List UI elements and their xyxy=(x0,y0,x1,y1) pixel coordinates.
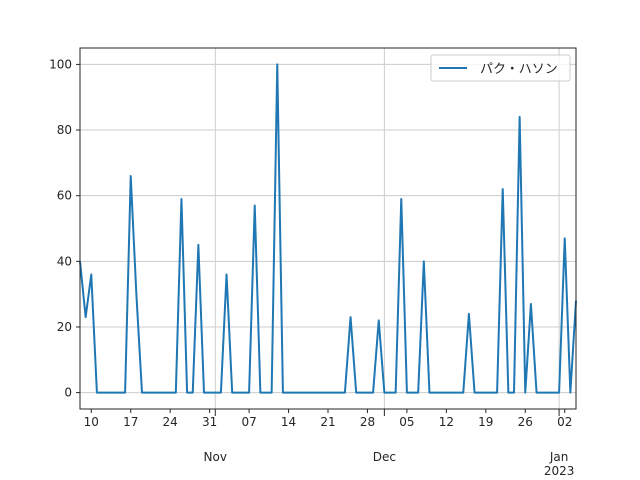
plot-area xyxy=(80,48,576,409)
x-month-label: Nov xyxy=(204,450,227,464)
y-tick-label: 20 xyxy=(57,320,72,334)
x-month-label: Jan xyxy=(549,450,569,464)
y-tick-label: 40 xyxy=(57,254,72,268)
legend-label: パク・ハソン xyxy=(480,62,558,77)
x-month-label: Dec xyxy=(373,450,396,464)
x-tick-label: 05 xyxy=(399,415,414,429)
x-tick-label: 26 xyxy=(518,415,533,429)
x-tick-label: 14 xyxy=(281,415,296,429)
y-axis: 0 20 40 60 80 100 xyxy=(49,57,80,400)
x-tick-label: 02 xyxy=(557,415,572,429)
y-tick-label: 100 xyxy=(49,57,72,71)
series-layer xyxy=(79,63,577,394)
y-tick-label: 0 xyxy=(64,386,72,400)
y-tick-label: 80 xyxy=(57,123,72,137)
legend: パク・ハソン xyxy=(430,54,571,82)
x-tick-label: 07 xyxy=(241,415,256,429)
y-tick-label: 60 xyxy=(57,189,72,203)
x-tick-label: 28 xyxy=(360,415,375,429)
x-tick-label: 21 xyxy=(320,415,335,429)
x-tick-label: 10 xyxy=(84,415,99,429)
legend-box xyxy=(430,54,571,82)
x-tick-label: 17 xyxy=(123,415,138,429)
x-tick-label: 24 xyxy=(163,415,178,429)
x-tick-label: 19 xyxy=(478,415,493,429)
x-tick-label: 12 xyxy=(439,415,454,429)
x-tick-label: 31 xyxy=(202,415,217,429)
series-line xyxy=(79,63,577,394)
x-year-label: 2023 xyxy=(544,464,575,478)
